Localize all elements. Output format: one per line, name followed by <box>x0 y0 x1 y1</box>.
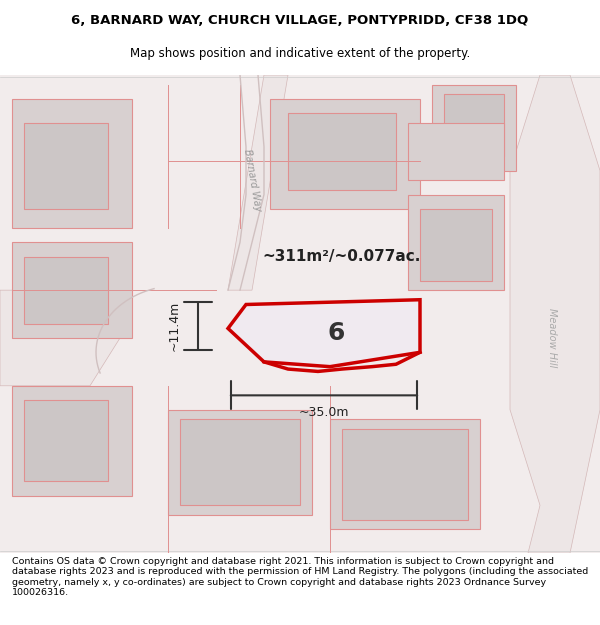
Polygon shape <box>12 386 132 496</box>
Text: ~11.4m: ~11.4m <box>167 301 181 351</box>
Polygon shape <box>24 257 108 324</box>
Polygon shape <box>12 242 132 338</box>
Polygon shape <box>342 429 468 519</box>
Polygon shape <box>228 300 420 367</box>
Polygon shape <box>180 419 300 505</box>
Text: 6, BARNARD WAY, CHURCH VILLAGE, PONTYPRIDD, CF38 1DQ: 6, BARNARD WAY, CHURCH VILLAGE, PONTYPRI… <box>71 14 529 28</box>
Text: Barnard Way: Barnard Way <box>242 148 262 212</box>
Text: Contains OS data © Crown copyright and database right 2021. This information is : Contains OS data © Crown copyright and d… <box>12 557 588 597</box>
Polygon shape <box>228 75 288 290</box>
Polygon shape <box>0 290 120 386</box>
Text: Map shows position and indicative extent of the property.: Map shows position and indicative extent… <box>130 48 470 61</box>
Polygon shape <box>0 75 600 553</box>
Polygon shape <box>24 122 108 209</box>
Polygon shape <box>168 410 312 515</box>
Text: ~35.0m: ~35.0m <box>299 406 349 419</box>
Polygon shape <box>12 99 132 228</box>
Text: Meadow Hill: Meadow Hill <box>547 308 557 368</box>
Text: ~311m²/~0.077ac.: ~311m²/~0.077ac. <box>263 249 421 264</box>
Polygon shape <box>510 75 600 553</box>
Polygon shape <box>330 419 480 529</box>
Polygon shape <box>444 94 504 156</box>
Polygon shape <box>432 84 516 171</box>
Polygon shape <box>24 400 108 481</box>
Polygon shape <box>408 194 504 290</box>
Polygon shape <box>270 99 420 209</box>
Polygon shape <box>408 122 504 180</box>
Text: 6: 6 <box>328 321 344 345</box>
Polygon shape <box>420 209 492 281</box>
Polygon shape <box>288 113 396 190</box>
